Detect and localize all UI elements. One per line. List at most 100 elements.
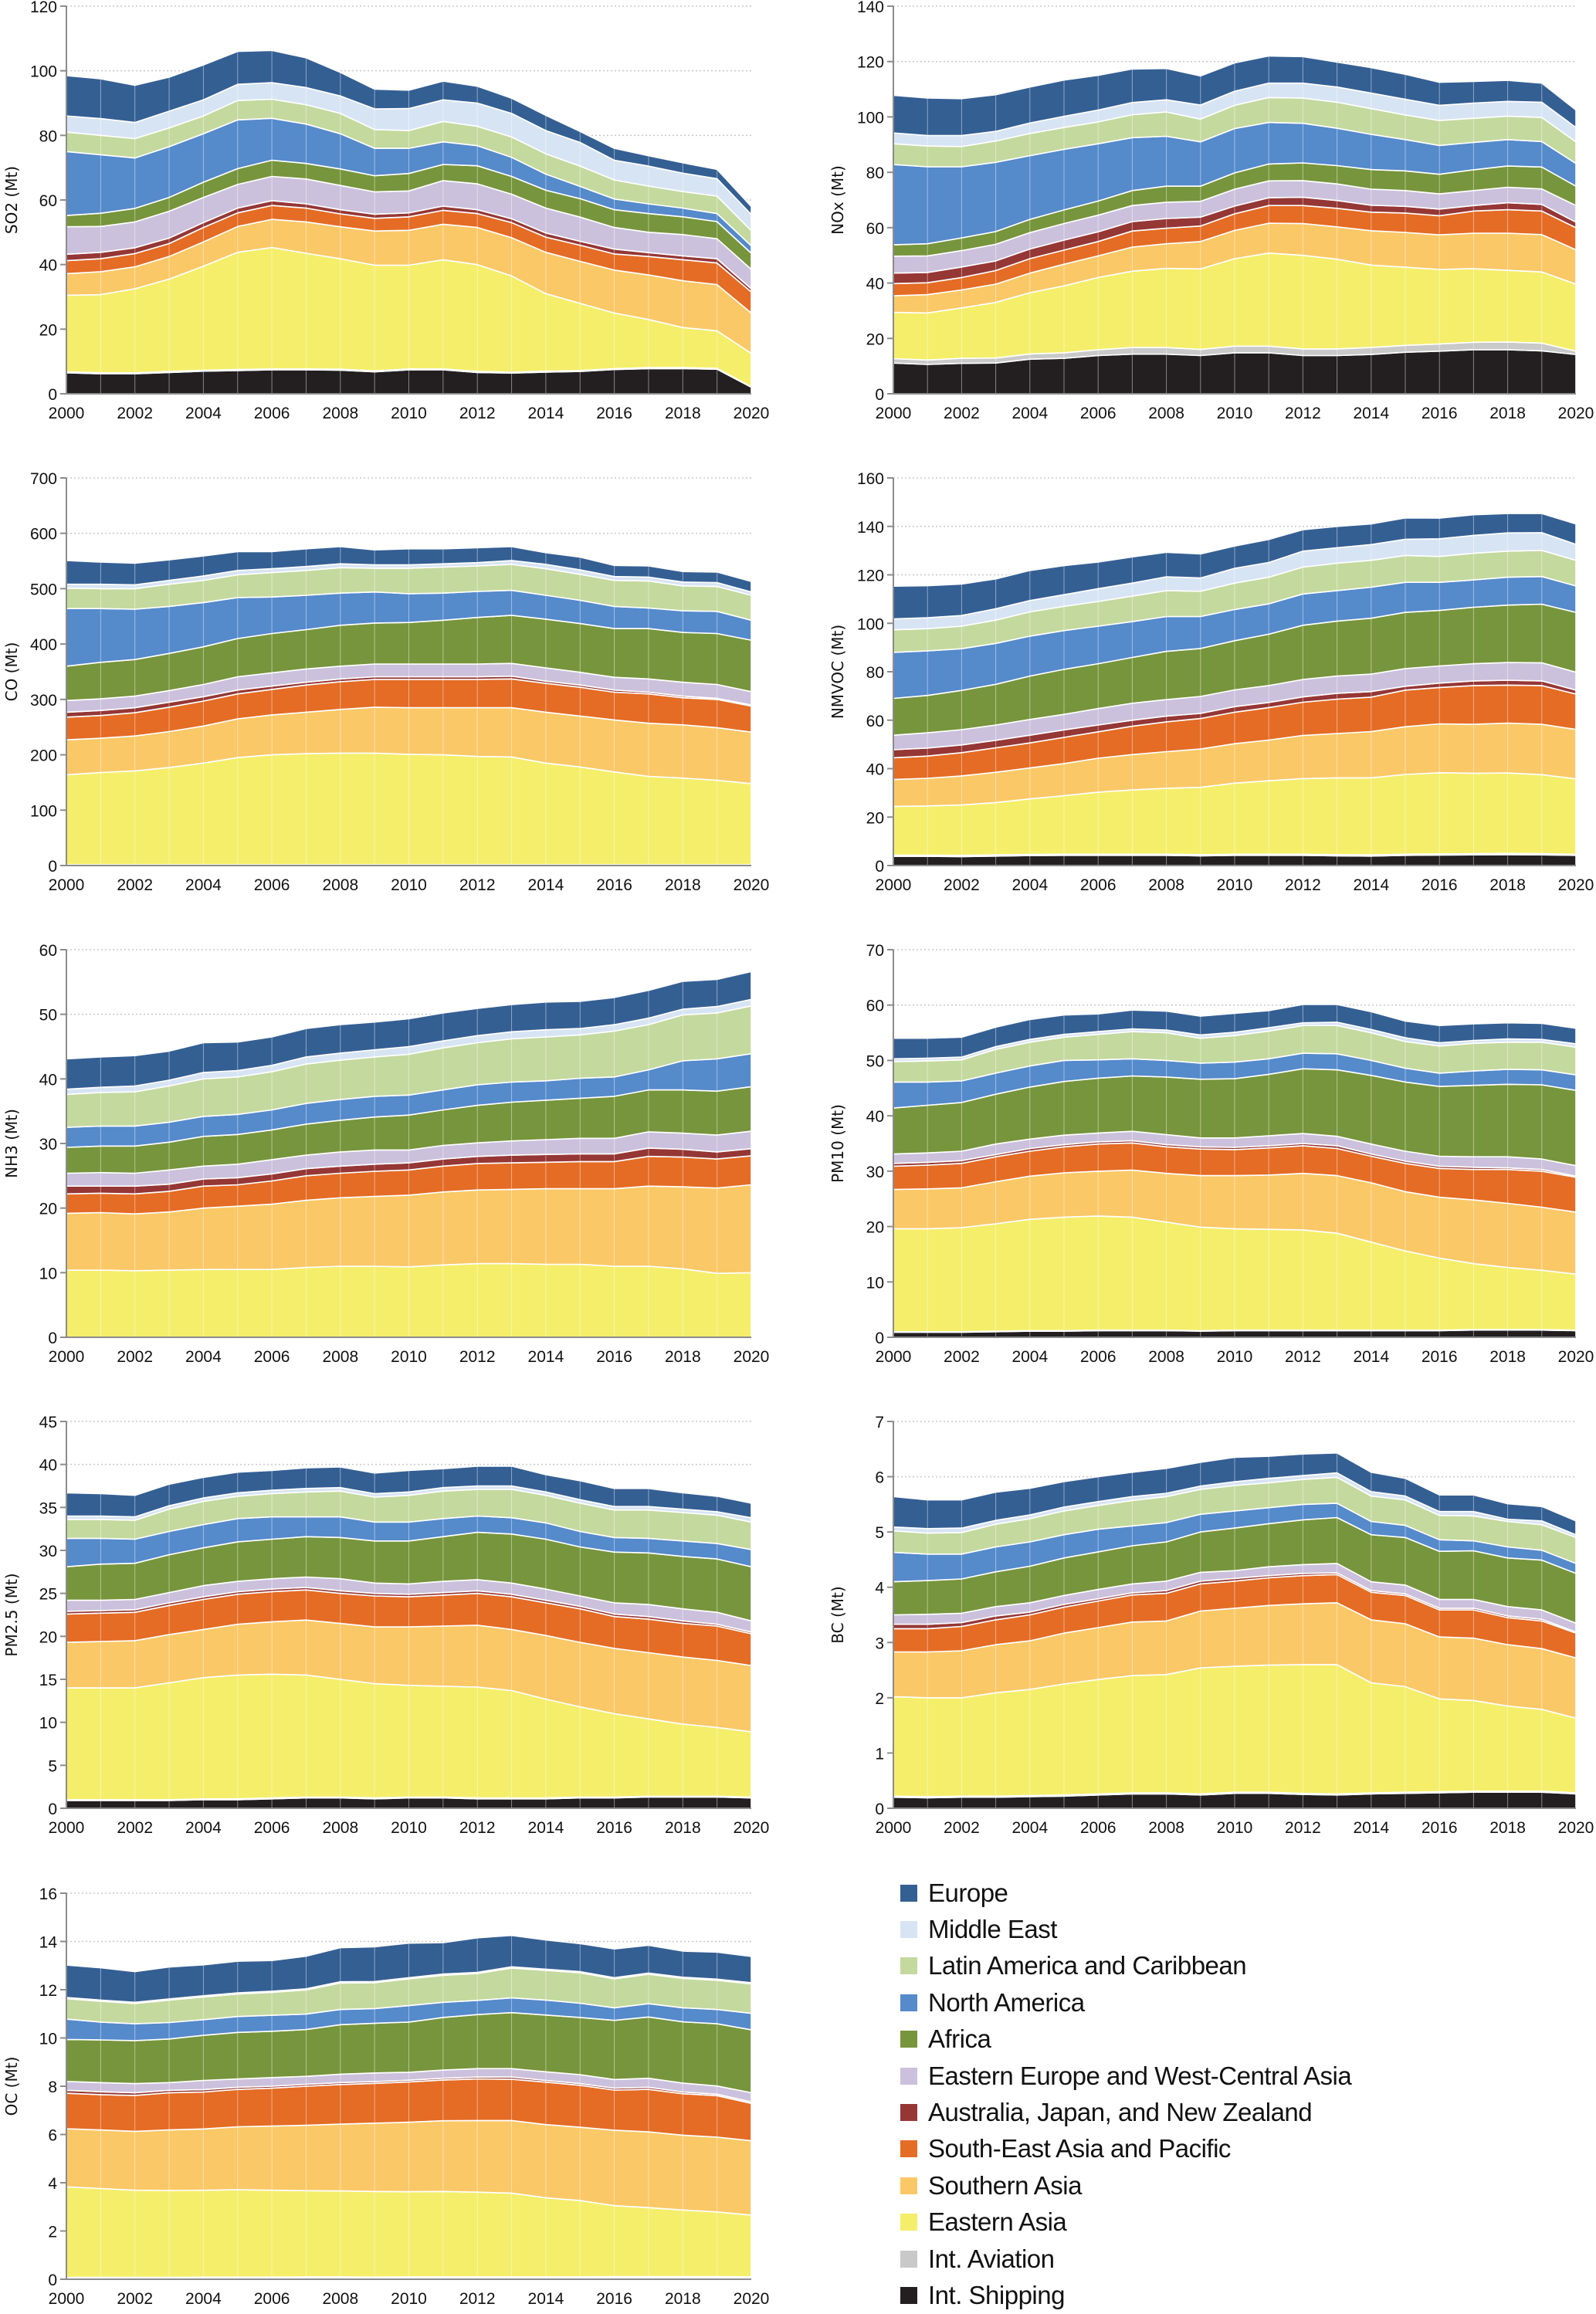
y-tick-label: 50: [39, 1007, 57, 1025]
y-tick-label: 120: [30, 0, 57, 16]
x-tick-label: 2012: [459, 876, 496, 894]
legend-item-southern-asia: Southern Asia: [900, 2167, 1351, 2204]
x-tick-label: 2000: [876, 405, 912, 422]
y-tick-label: 140: [857, 0, 884, 16]
y-tick-label: 120: [857, 567, 884, 585]
x-tick-label: 2008: [322, 2290, 358, 2308]
x-tick-label: 2000: [876, 1819, 912, 1837]
y-tick-label: 40: [866, 761, 884, 779]
y-tick-label: 10: [39, 2031, 57, 2048]
x-tick-label: 2002: [944, 1819, 980, 1837]
legend-label: Europe: [928, 1879, 1008, 1908]
y-tick-label: 60: [39, 942, 57, 960]
legend-label: South-East Asia and Pacific: [928, 2134, 1231, 2163]
legend-swatch-north-america: [900, 1994, 917, 2011]
y-tick-label: 100: [857, 615, 884, 633]
y-tick-label: 10: [39, 1715, 57, 1733]
y-tick-label: 2: [875, 1690, 884, 1708]
x-tick-label: 2014: [528, 876, 564, 894]
y-tick-label: 12: [39, 1982, 57, 2000]
x-tick-label: 2016: [596, 405, 632, 422]
x-tick-label: 2006: [1080, 876, 1117, 894]
legend-label: North America: [928, 1988, 1085, 2018]
x-tick-label: 2016: [1421, 1819, 1458, 1837]
legend-label: Australia, Japan, and New Zealand: [928, 2098, 1312, 2127]
legend-swatch-shipping: [900, 2287, 917, 2304]
legend-label: Eastern Asia: [928, 2207, 1066, 2237]
x-tick-label: 2000: [876, 1348, 912, 1366]
x-tick-label: 2004: [185, 405, 222, 422]
x-tick-label: 2004: [1011, 1819, 1048, 1837]
x-tick-label: 2000: [876, 876, 912, 894]
x-tick-label: 2020: [734, 405, 770, 422]
x-tick-label: 2006: [1080, 1348, 1117, 1366]
y-axis-title: NOx (Mt): [828, 165, 847, 235]
x-tick-label: 2016: [596, 1819, 632, 1837]
x-tick-label: 2004: [185, 1819, 222, 1837]
y-tick-label: 100: [30, 63, 57, 81]
y-tick-label: 40: [39, 1457, 57, 1475]
x-tick-label: 2012: [1285, 1819, 1321, 1837]
x-tick-label: 2020: [734, 2290, 770, 2308]
y-tick-label: 80: [866, 164, 884, 182]
y-tick-label: 4: [48, 2175, 57, 2193]
x-tick-label: 2020: [734, 1819, 770, 1837]
y-tick-label: 20: [39, 1201, 57, 1218]
legend-item-aviation: Int. Aviation: [900, 2241, 1351, 2277]
x-tick-label: 2002: [117, 876, 153, 894]
y-tick-label: 100: [30, 802, 57, 820]
x-tick-label: 2004: [1011, 1348, 1048, 1366]
y-axis-title: NMVOC (Mt): [828, 625, 847, 719]
y-tick-label: 100: [857, 109, 884, 127]
x-tick-label: 2018: [665, 876, 701, 894]
legend-item-latin-america: Latin America and Caribbean: [900, 1948, 1351, 1984]
x-tick-label: 2020: [1558, 405, 1594, 422]
y-tick-label: 10: [39, 1265, 57, 1282]
x-tick-label: 2020: [1558, 1819, 1594, 1837]
x-tick-label: 2010: [391, 405, 427, 422]
y-tick-label: 20: [866, 1219, 884, 1237]
y-tick-label: 400: [30, 636, 57, 654]
legend-label: Int. Aviation: [928, 2245, 1055, 2274]
x-tick-label: 2016: [596, 876, 632, 894]
y-tick-label: 40: [866, 1108, 884, 1126]
y-tick-label: 700: [30, 470, 57, 488]
legend-label: Eastern Europe and West-Central Asia: [928, 2062, 1351, 2091]
y-tick-label: 300: [30, 692, 57, 710]
x-tick-label: 2014: [528, 405, 564, 422]
x-tick-label: 2010: [391, 2290, 427, 2308]
y-tick-label: 0: [48, 1330, 57, 1347]
y-tick-label: 30: [39, 1543, 57, 1560]
legend-item-europe: Europe: [900, 1875, 1351, 1911]
x-tick-label: 2012: [459, 2290, 496, 2308]
legend: Europe Middle East Latin America and Car…: [900, 1875, 1351, 2314]
legend-item-se-asia: South-East Asia and Pacific: [900, 2131, 1351, 2167]
y-tick-label: 25: [39, 1586, 57, 1604]
x-tick-label: 2010: [1217, 405, 1253, 422]
x-tick-label: 2018: [665, 1819, 701, 1837]
x-tick-label: 2014: [528, 1348, 564, 1366]
x-tick-label: 2010: [1217, 1348, 1253, 1366]
y-tick-label: 0: [48, 386, 57, 404]
legend-label: Africa: [928, 2024, 991, 2054]
x-tick-label: 2016: [1421, 876, 1458, 894]
x-tick-label: 2020: [1558, 1348, 1594, 1366]
y-tick-label: 60: [39, 192, 57, 210]
x-tick-label: 2008: [1148, 876, 1184, 894]
x-tick-label: 2006: [254, 405, 290, 422]
x-tick-label: 2006: [254, 1348, 290, 1366]
y-tick-label: 140: [857, 519, 884, 537]
y-tick-label: 160: [857, 470, 884, 488]
y-tick-label: 6: [875, 1469, 884, 1487]
y-tick-label: 5: [875, 1524, 884, 1542]
x-tick-label: 2004: [1011, 876, 1048, 894]
y-axis-title: PM2.5 (Mt): [2, 1573, 21, 1656]
x-tick-label: 2008: [1148, 405, 1184, 422]
x-tick-label: 2006: [1080, 1819, 1117, 1837]
x-tick-label: 2018: [665, 405, 701, 422]
